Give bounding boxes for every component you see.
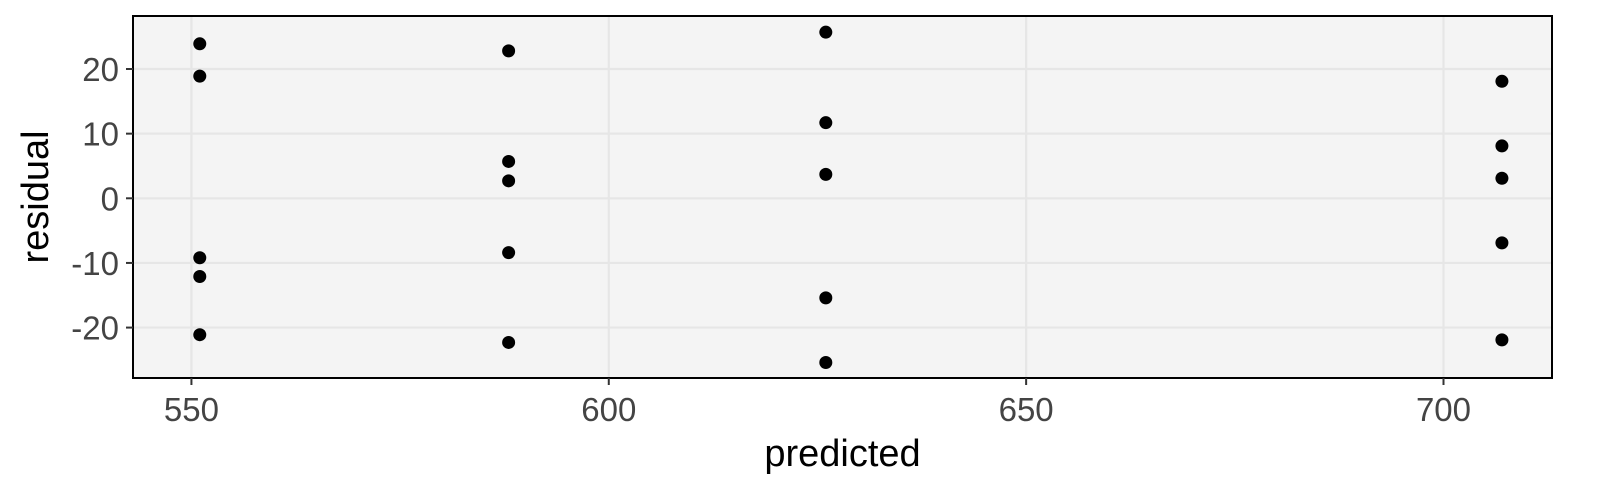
data-points bbox=[193, 25, 1509, 369]
y-axis-ticks: -20 -10 0 10 20 bbox=[71, 51, 133, 347]
data-point bbox=[502, 44, 516, 58]
x-tick-label: 600 bbox=[581, 391, 636, 428]
data-point bbox=[819, 25, 833, 39]
data-point bbox=[819, 355, 833, 369]
y-axis-title: residual bbox=[15, 130, 57, 263]
data-point bbox=[819, 291, 833, 305]
y-tick-label: -10 bbox=[71, 245, 119, 282]
grid-lines bbox=[133, 16, 1552, 378]
y-tick-label: -20 bbox=[71, 310, 119, 347]
data-point bbox=[502, 154, 516, 168]
data-point bbox=[1495, 171, 1509, 185]
data-point bbox=[1495, 236, 1509, 250]
data-point bbox=[193, 37, 207, 51]
data-point bbox=[502, 246, 516, 260]
x-tick-label: 550 bbox=[164, 391, 219, 428]
y-tick-label: 10 bbox=[82, 116, 119, 153]
plot-panel bbox=[133, 16, 1552, 378]
x-tick-label: 650 bbox=[999, 391, 1054, 428]
data-point bbox=[1495, 139, 1509, 153]
data-point bbox=[819, 167, 833, 181]
x-axis-title: predicted bbox=[764, 433, 920, 475]
data-point bbox=[193, 328, 207, 342]
x-tick-label: 700 bbox=[1416, 391, 1471, 428]
y-tick-label: 20 bbox=[82, 51, 119, 88]
data-point bbox=[193, 251, 207, 265]
data-point bbox=[1495, 333, 1509, 347]
data-point bbox=[502, 335, 516, 349]
y-tick-label: 0 bbox=[101, 180, 119, 217]
data-point bbox=[193, 270, 207, 284]
plot-border bbox=[132, 15, 1553, 379]
data-point bbox=[502, 174, 516, 188]
data-point bbox=[819, 116, 833, 130]
x-axis-ticks: 550 600 650 700 bbox=[164, 378, 1471, 428]
data-point bbox=[193, 69, 207, 83]
data-point bbox=[1495, 74, 1509, 88]
